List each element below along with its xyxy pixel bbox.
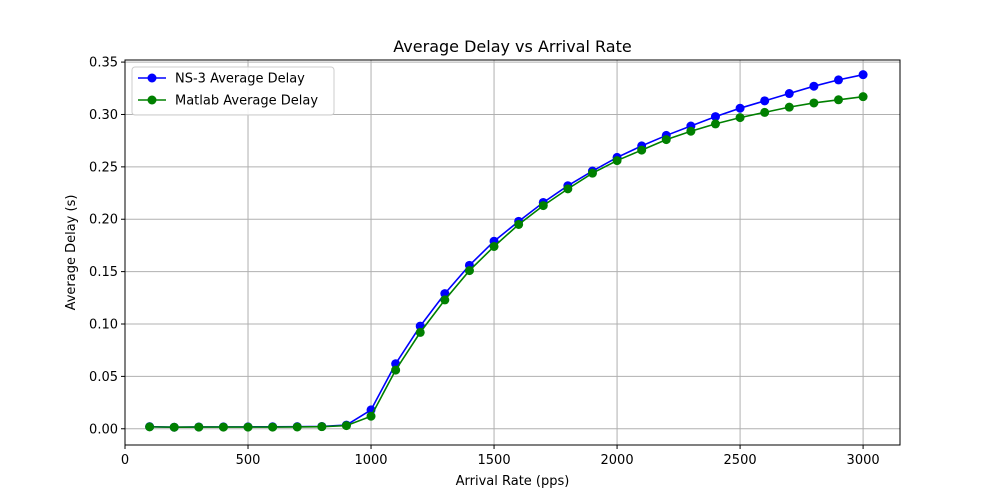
data-point [784, 102, 794, 112]
data-point [464, 266, 474, 276]
series-1 [145, 92, 868, 432]
data-point [710, 119, 720, 129]
data-point [735, 113, 745, 123]
data-point [710, 112, 720, 122]
data-point [760, 107, 770, 117]
data-point [760, 96, 770, 106]
data-point [858, 92, 868, 102]
data-point [587, 168, 597, 178]
chart-title: Average Delay vs Arrival Rate [393, 37, 631, 56]
data-point [858, 70, 868, 80]
data-point [218, 422, 228, 432]
x-tick-label: 0 [121, 453, 129, 468]
y-tick-label: 0.05 [89, 370, 118, 385]
y-tick-label: 0.35 [89, 56, 118, 71]
data-point [784, 89, 794, 99]
y-tick-label: 0.15 [89, 265, 118, 280]
data-point [809, 81, 819, 91]
legend-marker [147, 95, 157, 105]
y-axis-label: Average Delay (s) [64, 195, 79, 311]
data-point [686, 126, 696, 136]
legend: NS-3 Average Delay Matlab Average Delay [131, 66, 335, 116]
data-point [833, 95, 843, 105]
data-point [415, 327, 425, 337]
data-point [317, 422, 327, 432]
data-point [366, 411, 376, 421]
y-tick-label: 0.25 [89, 160, 118, 175]
series-layer [145, 70, 868, 432]
y-tick-label: 0.00 [89, 422, 118, 437]
ticks: 0 500 1000 1500 2000 2500 3000 0.00 0.05 0.10 0.15… [89, 56, 880, 468]
y-tick-label: 0.30 [89, 108, 118, 123]
data-point [341, 421, 351, 431]
data-point [440, 289, 450, 299]
x-tick-label: 3000 [847, 453, 880, 468]
data-point [538, 201, 548, 211]
x-tick-label: 1500 [478, 453, 511, 468]
data-point [145, 422, 155, 432]
data-point [243, 422, 253, 432]
data-point [612, 156, 622, 166]
legend-box [131, 66, 335, 116]
grid [124, 60, 900, 445]
legend-marker [147, 73, 157, 83]
data-point [440, 295, 450, 305]
data-point [194, 422, 204, 432]
legend-label: NS-3 Average Delay [175, 72, 305, 87]
data-point [735, 103, 745, 113]
data-point [268, 422, 278, 432]
x-tick-label: 1000 [354, 453, 387, 468]
data-point [637, 145, 647, 155]
x-tick-label: 500 [236, 453, 261, 468]
x-tick-label: 2000 [601, 453, 634, 468]
data-point [514, 219, 524, 229]
data-point [661, 135, 671, 145]
data-point [169, 422, 179, 432]
plot-frame [124, 59, 901, 446]
x-tick-label: 2500 [724, 453, 757, 468]
data-point [809, 98, 819, 108]
y-tick-label: 0.10 [89, 318, 118, 333]
plot-background [125, 60, 900, 445]
data-point [292, 422, 302, 432]
y-tick-label: 0.20 [89, 213, 118, 228]
x-axis-label: Arrival Rate (pps) [456, 474, 570, 489]
data-point [391, 365, 401, 375]
data-point [563, 184, 573, 194]
data-point [833, 75, 843, 85]
legend-label: Matlab Average Delay [175, 94, 318, 109]
data-point [489, 241, 499, 251]
